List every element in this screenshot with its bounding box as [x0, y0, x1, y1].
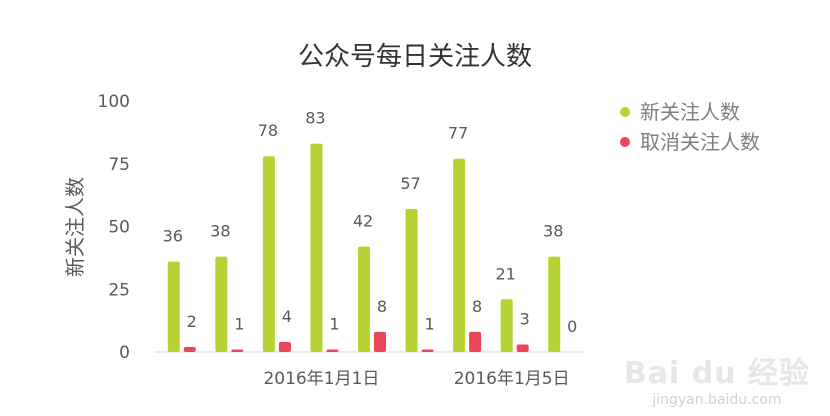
x-tick-label: 2016年1月1日 [263, 369, 379, 389]
data-label: 4 [282, 307, 292, 326]
bar-unfollow [278, 341, 291, 352]
data-label: 21 [495, 264, 515, 283]
bar-unfollow [326, 349, 339, 352]
bar-unfollow [374, 331, 386, 352]
legend-label: 新关注人数 [640, 100, 740, 124]
bar-unfollow [421, 349, 434, 352]
y-tick-label: 0 [119, 343, 130, 363]
data-label: 83 [305, 109, 325, 128]
data-label: 8 [377, 297, 387, 316]
bars [167, 143, 561, 352]
data-label: 57 [400, 174, 420, 193]
bar-unfollow [469, 331, 482, 352]
data-label: 42 [353, 212, 373, 231]
data-label: 2 [187, 312, 197, 331]
bar-new [262, 156, 275, 352]
data-label: 38 [543, 222, 563, 241]
data-label: 36 [163, 227, 183, 246]
legend-marker [620, 137, 630, 147]
x-tick-label: 2016年1月5日 [454, 369, 570, 389]
bar-unfollow [183, 346, 196, 352]
bar-new [358, 246, 370, 352]
legend-marker [620, 107, 630, 117]
bar-new [500, 299, 513, 352]
data-label: 38 [210, 222, 230, 241]
data-label: 8 [472, 297, 482, 316]
y-tick-label: 100 [98, 92, 130, 112]
bar-new [548, 256, 561, 352]
bar-new [215, 256, 228, 352]
bar-unfollow [516, 344, 529, 352]
x-axis-ticks: 2016年1月1日 2016年1月5日 [263, 369, 569, 389]
watermark-logo: Bai du 经验 [623, 356, 810, 391]
bar-new [405, 208, 418, 352]
data-label: 1 [329, 314, 339, 333]
y-axis-label: 新关注人数 [63, 177, 87, 277]
data-label: 1 [234, 314, 244, 333]
y-tick-label: 50 [108, 218, 130, 238]
bar-unfollow [231, 349, 244, 352]
y-axis-ticks: 0 25 50 75 100 [98, 92, 130, 363]
watermark-url: jingyan.baidu.com [652, 392, 782, 408]
chart-title: 公众号每日关注人数 [298, 42, 532, 72]
legend-label: 取消关注人数 [640, 130, 760, 154]
data-label: 77 [448, 124, 468, 143]
y-tick-label: 25 [108, 280, 130, 300]
bar-new [453, 158, 466, 352]
data-label: 78 [258, 121, 278, 140]
y-tick-label: 75 [108, 155, 130, 175]
bar-new [310, 143, 323, 352]
data-label: 0 [567, 317, 577, 336]
watermark: Bai du 经验 jingyan.baidu.com [624, 348, 810, 408]
bar-new [167, 261, 180, 352]
data-label: 3 [520, 309, 530, 328]
data-label: 1 [424, 314, 434, 333]
